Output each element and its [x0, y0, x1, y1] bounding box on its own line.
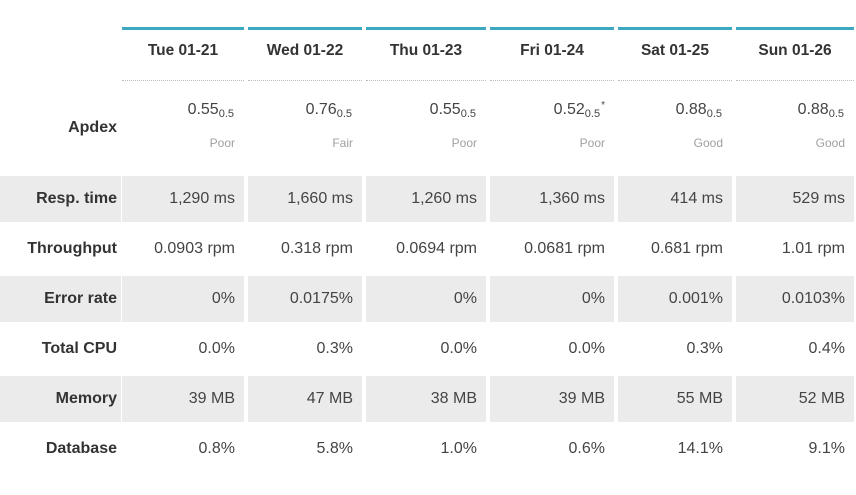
- row-label: Database: [45, 440, 117, 457]
- table-cell[interactable]: 9.1%: [808, 440, 845, 457]
- header-divider: [490, 80, 614, 81]
- table-row-total-cpu: Total CPU 0.0% 0.3% 0.0% 0.0% 0.3% 0.4%: [0, 326, 856, 372]
- apdex-cell[interactable]: 0.520.5* Poor: [490, 82, 614, 174]
- table-cell[interactable]: 52 MB: [736, 376, 854, 422]
- apdex-rating: Poor: [209, 136, 235, 150]
- apdex-rating: Fair: [332, 136, 353, 150]
- column-header[interactable]: Thu 01-23: [366, 27, 486, 81]
- row-label: Memory: [0, 376, 121, 422]
- table-cell[interactable]: 1.0%: [440, 440, 477, 457]
- table-cell[interactable]: 5.8%: [316, 440, 353, 457]
- row-label: Throughput: [27, 240, 117, 257]
- apdex-score: 0.760.5: [305, 101, 352, 120]
- header-accent-bar: [736, 27, 854, 30]
- column-header[interactable]: Sun 01-26: [736, 27, 854, 81]
- table-cell[interactable]: 1.01 rpm: [781, 240, 845, 257]
- header-accent-bar: [490, 27, 614, 30]
- table-cell[interactable]: 39 MB: [490, 376, 614, 422]
- table-cell[interactable]: 1,360 ms: [490, 176, 614, 222]
- table-cell[interactable]: 0.681 rpm: [650, 240, 723, 257]
- apdex-cell[interactable]: 0.760.5 Fair: [248, 82, 362, 174]
- table-row-throughput: Throughput 0.0903 rpm 0.318 rpm 0.0694 r…: [0, 226, 856, 272]
- apdex-rating: Good: [693, 136, 723, 150]
- table-cell[interactable]: 0%: [490, 276, 614, 322]
- header-divider: [736, 80, 854, 81]
- table-row-database: Database 0.8% 5.8% 1.0% 0.6% 14.1% 9.1%: [0, 426, 856, 472]
- table-cell[interactable]: 1,290 ms: [122, 176, 244, 222]
- table-cell[interactable]: 0.318 rpm: [280, 240, 353, 257]
- table-cell[interactable]: 414 ms: [618, 176, 732, 222]
- table-cell[interactable]: 0.6%: [568, 440, 605, 457]
- header-divider: [122, 80, 244, 81]
- table-cell[interactable]: 55 MB: [618, 376, 732, 422]
- apdex-cell[interactable]: 0.550.5 Poor: [122, 82, 244, 174]
- table-cell[interactable]: 0%: [366, 276, 486, 322]
- apdex-rating: Poor: [579, 136, 605, 150]
- table-cell[interactable]: 0.0694 rpm: [396, 240, 477, 257]
- table-cell[interactable]: 529 ms: [736, 176, 854, 222]
- header-divider: [618, 80, 732, 81]
- apdex-rating: Good: [815, 136, 845, 150]
- table-cell[interactable]: 0.0681 rpm: [524, 240, 605, 257]
- table-row-error-rate: Error rate 0% 0.0175% 0% 0% 0.001% 0.010…: [0, 276, 856, 322]
- row-label: Resp. time: [0, 176, 121, 222]
- header-divider: [248, 80, 362, 81]
- apdex-score: 0.550.5: [429, 101, 476, 120]
- column-header[interactable]: Wed 01-22: [248, 27, 362, 81]
- table-cell[interactable]: 0%: [122, 276, 244, 322]
- apdex-cell[interactable]: 0.880.5 Good: [618, 82, 732, 174]
- column-header[interactable]: Sat 01-25: [618, 27, 732, 81]
- table-row-memory: Memory 39 MB 47 MB 38 MB 39 MB 55 MB 52 …: [0, 376, 856, 422]
- column-header-label: Wed 01-22: [266, 42, 344, 59]
- column-header-label: Sun 01-26: [758, 42, 832, 59]
- apdex-cell[interactable]: 0.550.5 Poor: [366, 82, 486, 174]
- table-cell[interactable]: 14.1%: [677, 440, 723, 457]
- row-label: Apdex: [68, 119, 117, 136]
- row-label: Total CPU: [41, 340, 117, 357]
- apdex-rating: Poor: [451, 136, 477, 150]
- apdex-score: 0.550.5: [187, 101, 234, 120]
- table-row-resp-time: Resp. time 1,290 ms 1,660 ms 1,260 ms 1,…: [0, 176, 856, 222]
- table-cell[interactable]: 0.0%: [198, 340, 235, 357]
- apdex-cell[interactable]: 0.880.5 Good: [736, 82, 854, 174]
- column-header[interactable]: Tue 01-21: [122, 27, 244, 81]
- table-cell[interactable]: 1,660 ms: [248, 176, 362, 222]
- column-header-label: Fri 01-24: [520, 42, 584, 59]
- table-cell[interactable]: 0.0%: [568, 340, 605, 357]
- table-cell[interactable]: 0.001%: [618, 276, 732, 322]
- column-header-label: Sat 01-25: [640, 42, 710, 59]
- table-cell[interactable]: 0.3%: [316, 340, 353, 357]
- table-cell[interactable]: 0.3%: [686, 340, 723, 357]
- apdex-score: 0.880.5: [675, 101, 722, 120]
- row-label: Error rate: [0, 276, 121, 322]
- table-cell[interactable]: 0.0175%: [248, 276, 362, 322]
- table-cell[interactable]: 38 MB: [366, 376, 486, 422]
- header-accent-bar: [248, 27, 362, 30]
- header-accent-bar: [618, 27, 732, 30]
- column-header[interactable]: Fri 01-24: [490, 27, 614, 81]
- apdex-score: 0.520.5*: [553, 100, 605, 120]
- table-cell[interactable]: 0.4%: [808, 340, 845, 357]
- table-cell[interactable]: 39 MB: [122, 376, 244, 422]
- table-cell[interactable]: 0.8%: [198, 440, 235, 457]
- header-accent-bar: [122, 27, 244, 30]
- apdex-score: 0.880.5: [797, 101, 844, 120]
- column-header-label: Tue 01-21: [147, 42, 219, 59]
- table-row-apdex: Apdex 0.550.5 Poor 0.760.5 Fair 0.550.5 …: [0, 82, 856, 174]
- column-header-label: Thu 01-23: [389, 42, 463, 59]
- table-cell[interactable]: 0.0903 rpm: [154, 240, 235, 257]
- table-cell[interactable]: 1,260 ms: [366, 176, 486, 222]
- table-cell[interactable]: 0.0%: [440, 340, 477, 357]
- header-accent-bar: [366, 27, 486, 30]
- table-cell[interactable]: 47 MB: [248, 376, 362, 422]
- table-cell[interactable]: 0.0103%: [736, 276, 854, 322]
- header-divider: [366, 80, 486, 81]
